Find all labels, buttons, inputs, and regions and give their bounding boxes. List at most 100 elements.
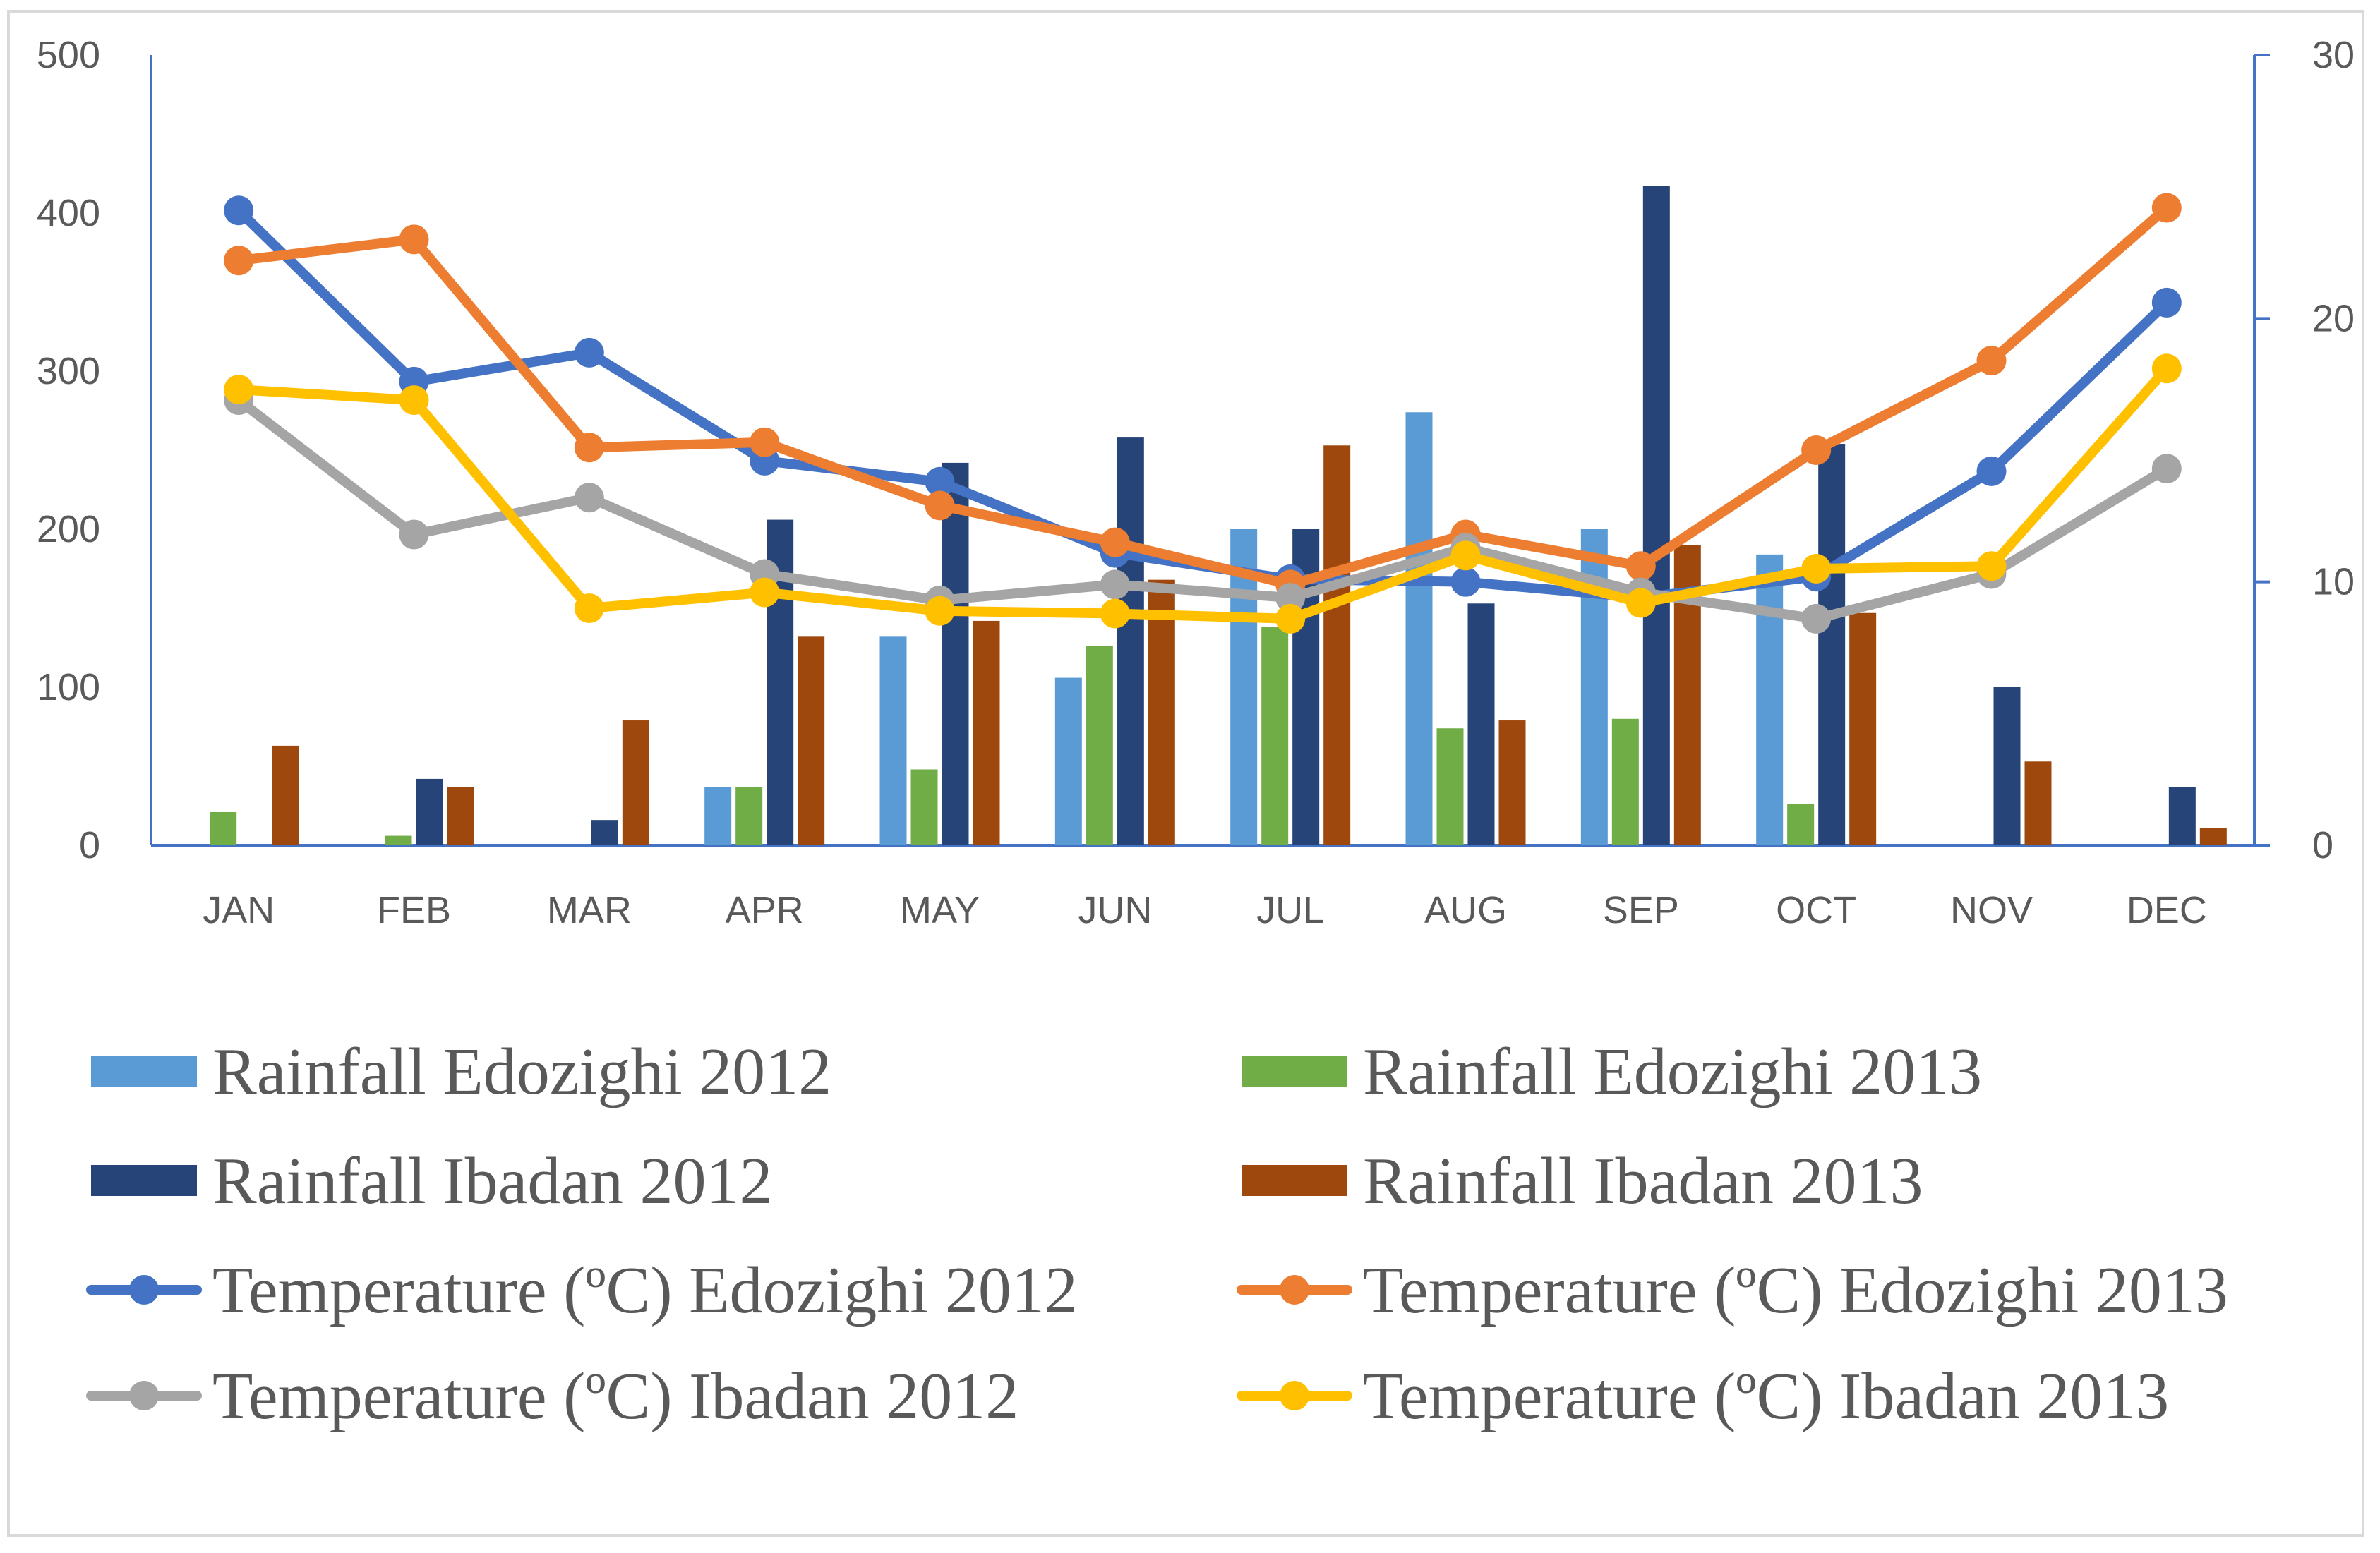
bar bbox=[622, 720, 649, 845]
line-point bbox=[1450, 567, 1481, 597]
line-point bbox=[1976, 346, 2007, 376]
x-tick-label: SEP bbox=[1603, 889, 1679, 931]
line-point bbox=[1450, 540, 1481, 571]
left-tick-label: 0 bbox=[79, 824, 100, 866]
legend-marker bbox=[129, 1381, 159, 1410]
legend-label: Temperature (ºC) Edozighi 2012 bbox=[212, 1254, 1078, 1327]
plot-area: 0 100 200 300 400 500 0 10 20 30 JAN FEB MAR APR MAY JU… bbox=[37, 34, 2355, 931]
x-tick-label: DEC bbox=[2127, 889, 2207, 931]
bar bbox=[1230, 529, 1258, 845]
line-point bbox=[2151, 353, 2182, 384]
line-point bbox=[1801, 554, 1832, 584]
bar bbox=[973, 620, 1000, 845]
bar bbox=[1054, 677, 1082, 845]
x-tick-label: NOV bbox=[1950, 889, 2033, 931]
bar bbox=[1117, 437, 1144, 845]
series-line bbox=[234, 395, 2172, 624]
x-tick-label: JAN bbox=[203, 889, 275, 931]
legend-swatch bbox=[1242, 1056, 1347, 1087]
bar bbox=[1467, 603, 1495, 845]
legend-label: Temperature (ºC) Ibadan 2012 bbox=[212, 1360, 1018, 1433]
line-point bbox=[224, 246, 254, 276]
left-tick-label: 300 bbox=[37, 350, 100, 392]
left-tick-label: 200 bbox=[37, 508, 100, 550]
bar bbox=[1086, 646, 1113, 845]
legend: Rainfall Edozighi 2012 Rainfall Edozighi … bbox=[86, 1035, 2228, 1433]
right-tick-label: 0 bbox=[2312, 824, 2333, 866]
line-point bbox=[399, 385, 429, 416]
bar bbox=[704, 787, 732, 845]
legend-label: Rainfall Edozighi 2013 bbox=[1363, 1035, 1982, 1108]
x-tick-label: MAY bbox=[900, 889, 980, 931]
bar bbox=[1993, 687, 2021, 845]
legend-swatch bbox=[91, 1165, 197, 1196]
right-tick-label: 10 bbox=[2312, 561, 2355, 603]
line-point bbox=[2151, 287, 2182, 318]
line-point bbox=[925, 490, 955, 521]
left-tick-label: 100 bbox=[37, 666, 100, 708]
series-line bbox=[234, 363, 2172, 624]
x-tick-label: MAR bbox=[547, 889, 632, 931]
line-point bbox=[750, 427, 780, 457]
chart-frame: 0 100 200 300 400 500 0 10 20 30 JAN FEB MAR APR MAY JU… bbox=[7, 10, 2364, 1537]
legend-label: Rainfall Edozighi 2012 bbox=[212, 1035, 831, 1108]
bar bbox=[1818, 444, 1846, 845]
line-point bbox=[1275, 583, 1306, 613]
line-point bbox=[224, 375, 254, 405]
legend-label: Temperature (ºC) Edozighi 2013 bbox=[1363, 1254, 2228, 1327]
bar bbox=[1405, 412, 1433, 845]
line-point bbox=[750, 577, 780, 608]
bar bbox=[879, 636, 907, 845]
x-tick-label: FEB bbox=[377, 889, 451, 931]
line-point bbox=[1100, 569, 1130, 600]
bar bbox=[447, 787, 474, 845]
chart-svg: 0 100 200 300 400 500 0 10 20 30 JAN FEB MAR APR MAY JU… bbox=[37, 34, 2355, 1433]
line-point bbox=[574, 433, 604, 463]
series-line bbox=[234, 203, 2172, 590]
bar bbox=[1148, 579, 1175, 845]
bar bbox=[1756, 554, 1784, 845]
right-tick-label: 20 bbox=[2312, 297, 2355, 339]
bar bbox=[2199, 828, 2227, 845]
bar bbox=[1323, 445, 1351, 845]
bar bbox=[1642, 186, 1670, 845]
line-point bbox=[224, 195, 254, 226]
bar bbox=[1849, 612, 1877, 845]
line-point bbox=[2151, 193, 2182, 223]
bar bbox=[1261, 627, 1289, 845]
left-tick-label: 500 bbox=[37, 34, 100, 76]
bar bbox=[910, 769, 938, 845]
legend-label: Rainfall Ibadan 2013 bbox=[1363, 1144, 1923, 1218]
bar bbox=[416, 778, 443, 845]
line-point bbox=[574, 593, 604, 623]
legend-swatch bbox=[91, 1056, 197, 1087]
x-tick-label: AUG bbox=[1424, 889, 1507, 931]
legend-marker bbox=[129, 1275, 159, 1305]
legend-label: Temperature (ºC) Ibadan 2013 bbox=[1363, 1360, 2169, 1433]
line-point bbox=[399, 519, 429, 550]
bar bbox=[272, 745, 299, 845]
line-point bbox=[1801, 603, 1832, 634]
line-point bbox=[2151, 454, 2182, 484]
left-tick-label: 400 bbox=[37, 192, 100, 234]
line-point bbox=[574, 337, 604, 368]
line-point bbox=[1100, 527, 1130, 557]
line-point bbox=[399, 224, 429, 255]
bar bbox=[210, 811, 237, 845]
line-point bbox=[925, 596, 955, 626]
line-point bbox=[1100, 598, 1130, 629]
line-point bbox=[1976, 456, 2007, 486]
bar bbox=[2168, 787, 2196, 845]
legend-label: Rainfall Ibadan 2012 bbox=[212, 1144, 773, 1218]
bar bbox=[735, 787, 763, 845]
bar bbox=[2024, 761, 2052, 845]
bar bbox=[942, 462, 969, 845]
line-point bbox=[1625, 588, 1656, 618]
bar bbox=[385, 835, 412, 845]
line-point bbox=[574, 483, 604, 513]
x-tick-label: APR bbox=[726, 889, 804, 931]
bar bbox=[591, 820, 618, 845]
legend-marker bbox=[1280, 1381, 1309, 1410]
right-tick-label: 30 bbox=[2312, 34, 2355, 76]
line-point bbox=[1275, 603, 1306, 634]
